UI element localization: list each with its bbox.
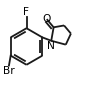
Text: Br: Br [3, 66, 15, 76]
Text: N: N [47, 41, 55, 51]
Text: F: F [23, 7, 29, 17]
Text: O: O [43, 14, 51, 24]
